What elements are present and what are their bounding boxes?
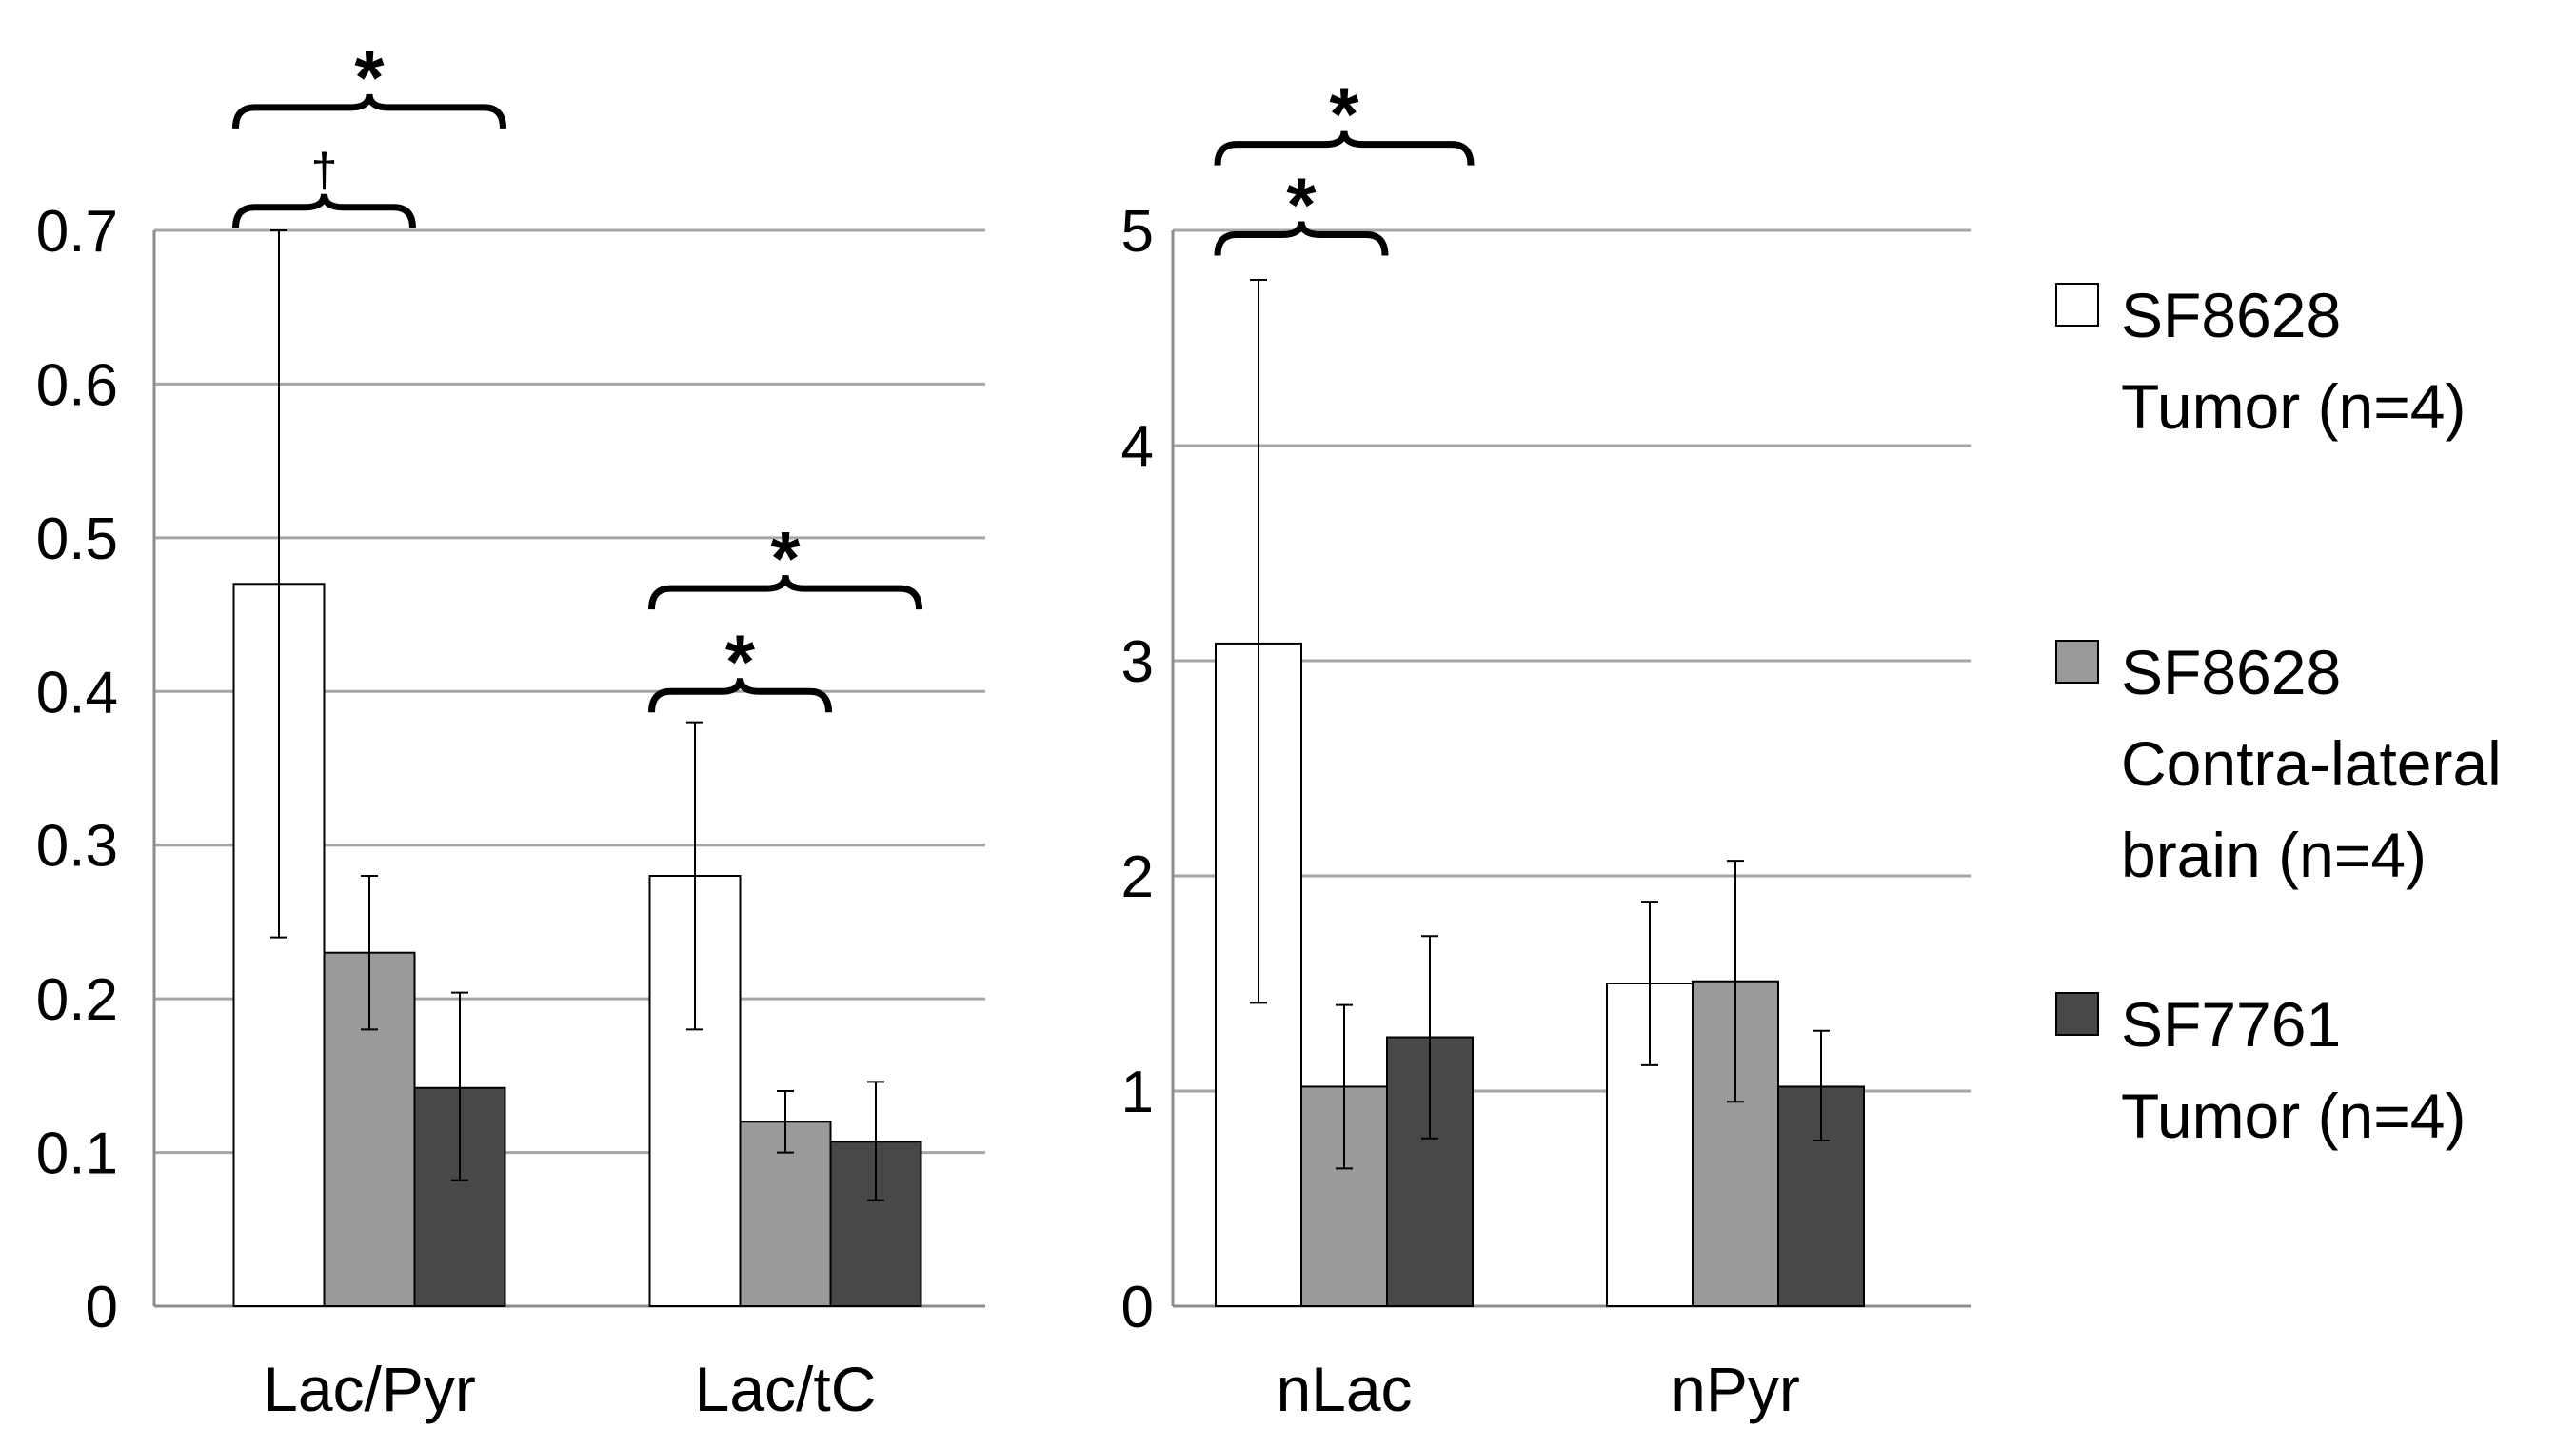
legend-swatch: [2055, 283, 2099, 327]
significance-mark: *: [354, 35, 385, 120]
chart-right: 0 1 2 3 4 5 nLac nPyr **: [1121, 72, 1971, 1424]
significance-mark: *: [725, 619, 756, 704]
significance-brace: [648, 677, 832, 713]
significance-brace: [1214, 221, 1389, 256]
significance-mark: *: [1329, 72, 1359, 157]
significance-brace: [1214, 130, 1475, 166]
y-tick-label: 0.3: [36, 814, 118, 880]
significance-mark: †: [311, 144, 338, 197]
legend-swatch: [2055, 992, 2099, 1036]
y-tick-label: 0.5: [36, 506, 118, 572]
category-label: Lac/Pyr: [263, 1354, 476, 1424]
legend: SF8628 Tumor (n=4) SF8628 Contra-lateral bra…: [2055, 280, 2502, 1151]
y-tick-label: 1: [1121, 1060, 1154, 1125]
category-label: Lac/tC: [695, 1354, 877, 1424]
y-tick-label: 0.4: [36, 660, 118, 725]
y-tick-label: 4: [1121, 414, 1154, 480]
legend-label: brain (n=4): [2121, 820, 2427, 890]
y-tick-label: 0: [1121, 1275, 1154, 1340]
y-tick-label: 0.1: [36, 1121, 118, 1187]
legend-label: Contra-lateral: [2121, 728, 2502, 799]
y-tick-label: 0.6: [36, 352, 118, 418]
significance-mark: *: [1286, 163, 1317, 248]
y-tick-label: 2: [1121, 844, 1154, 910]
legend-label: SF7761: [2121, 989, 2341, 1060]
significance-brace: [232, 193, 416, 228]
y-tick-label: 0.2: [36, 967, 118, 1033]
significance-brace: [648, 574, 922, 610]
y-tick-label: 3: [1121, 629, 1154, 695]
legend-label: SF8628: [2121, 637, 2341, 707]
y-tick-label: 0: [86, 1275, 118, 1340]
category-label: nPyr: [1671, 1354, 1800, 1424]
legend-label: Tumor (n=4): [2121, 371, 2466, 442]
significance-mark: *: [770, 516, 801, 601]
legend-label: SF8628: [2121, 280, 2341, 350]
category-label: nLac: [1276, 1354, 1412, 1424]
legend-label: Tumor (n=4): [2121, 1081, 2466, 1151]
y-tick-label: 5: [1121, 199, 1154, 265]
legend-swatch: [2055, 640, 2099, 684]
y-tick-label: 0.7: [36, 199, 118, 265]
